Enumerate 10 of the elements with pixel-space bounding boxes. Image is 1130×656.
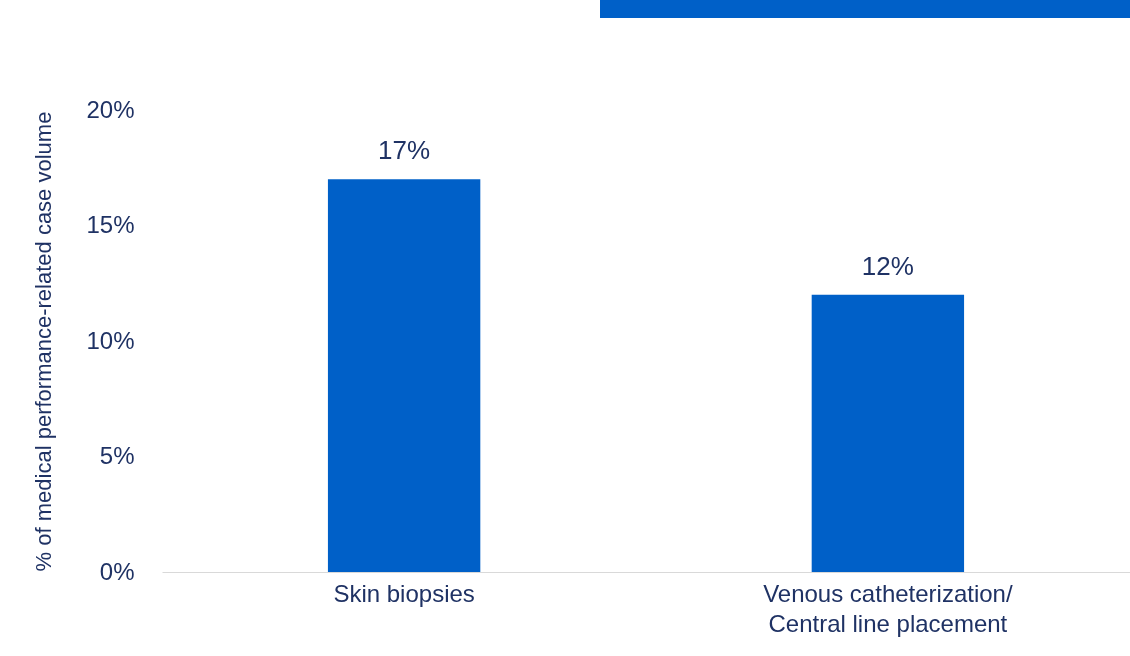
y-tick-label: 20% (86, 95, 135, 123)
y-tick-label: 5% (99, 442, 135, 469)
data-label: 12% (861, 250, 914, 281)
x-tick-label: Skin biopsies (333, 579, 475, 607)
y-tick-label: 0% (99, 557, 135, 585)
y-tick-label: 10% (86, 326, 135, 354)
data-label: 17% (378, 135, 431, 166)
y-axis-title: % of medical performance-related case volume (31, 111, 57, 572)
y-tick-label: 15% (86, 211, 135, 238)
x-tick-label: Venous catheterization/ Central line placement (763, 579, 1013, 637)
